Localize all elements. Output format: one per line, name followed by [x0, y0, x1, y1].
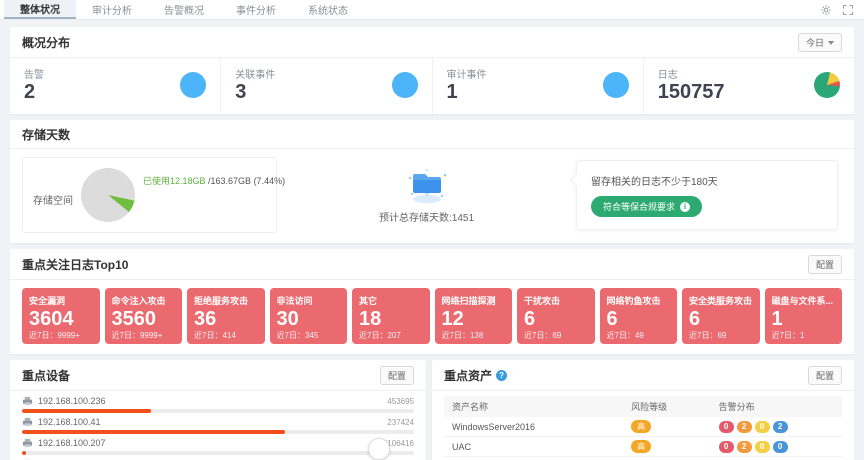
stat-value: 3	[235, 81, 275, 104]
device-list: 192.168.100.236 453695 192.168.100.41 23…	[10, 391, 426, 460]
alert-distribution-badges: 0 2 0 2	[719, 421, 834, 433]
log-card-service-attack[interactable]: 安全类服务攻击 6 近7日：69	[682, 288, 760, 344]
storage-title: 存储天数	[22, 126, 70, 143]
stat-value: 1	[447, 81, 487, 104]
overview-section: 概况分布 今日 告警 2 关联事件 3	[10, 27, 854, 114]
tab-audit-analysis[interactable]: 审计分析	[76, 0, 148, 19]
top-tab-bar: 整体状况 审计分析 告警概况 事件分析 系统状态	[0, 0, 864, 20]
period-dropdown-label: 今日	[806, 36, 824, 49]
top10-title: 重点关注日志Top10	[22, 256, 128, 273]
top10-config-button[interactable]: 配置	[808, 255, 842, 274]
log-card-other[interactable]: 其它 18 近7日：207	[352, 288, 430, 344]
log-card-interference[interactable]: 干扰攻击 6 近7日：69	[517, 288, 595, 344]
stat-correlated-events[interactable]: 关联事件 3	[221, 58, 432, 114]
dashboard-content: 概况分布 今日 告警 2 关联事件 3	[0, 20, 864, 460]
device-row[interactable]: 192.168.100.41 237424	[22, 417, 414, 434]
storage-used-value: 已使用12.18GB	[143, 176, 206, 186]
col-alert-distribution: 告警分布	[711, 396, 842, 417]
badge-critical: 0	[719, 421, 734, 433]
asset-row[interactable]: centos-233 高 0 1 1 2	[444, 457, 842, 460]
tab-alert-overview[interactable]: 告警概况	[148, 0, 220, 19]
asset-row[interactable]: WindowsServer2016 高 0 2 0 2	[444, 417, 842, 437]
stat-audit-events[interactable]: 审计事件 1	[433, 58, 644, 114]
overview-stats-row: 告警 2 关联事件 3 审计事件 1	[10, 58, 854, 114]
devices-title: 重点设备	[22, 367, 70, 384]
storage-section: 存储天数 存储空间 已使用12.18GB /163.67GB (7.44%)	[10, 120, 854, 243]
log-card-cmd-injection[interactable]: 命令注入攻击 3560 近7日：9999+	[105, 288, 183, 344]
device-usage-bar	[22, 451, 414, 455]
storage-total-value: /163.67GB (7.44%)	[206, 176, 286, 186]
tab-system-status[interactable]: 系统状态	[292, 0, 364, 19]
storage-usage-text: 已使用12.18GB /163.67GB (7.44%)	[143, 174, 285, 187]
device-icon	[22, 417, 33, 427]
compliance-badge-label: 符合等保合规要求	[603, 200, 675, 213]
storage-space-label: 存储空间	[33, 192, 73, 207]
device-usage-bar	[22, 409, 414, 413]
storage-space-panel: 存储空间 已使用12.18GB /163.67GB (7.44%)	[22, 157, 277, 233]
log-pie-icon	[814, 72, 840, 98]
key-assets-section: 重点资产 配置 资产名称 风险等级 告警分布 WindowsServer2016	[432, 360, 854, 460]
storage-days-panel: 预计总存储天数:1451	[277, 166, 576, 224]
stat-value: 2	[24, 81, 44, 104]
badge-medium: 0	[755, 421, 770, 433]
log-card-dos-attack[interactable]: 拒绝服务攻击 36 近7日：414	[187, 288, 265, 344]
log-card-disk-file[interactable]: 磁盘与文件系... 1 近7日：1	[765, 288, 843, 344]
audit-donut-icon	[603, 72, 629, 98]
badge-high: 2	[737, 421, 752, 433]
folder-icon	[404, 166, 450, 206]
stat-value: 150757	[658, 81, 725, 104]
col-asset-name: 资产名称	[444, 396, 623, 417]
key-devices-section: 重点设备 配置 192.168.100.236 453695 192.168.1…	[10, 360, 426, 460]
asset-name: WindowsServer2016	[444, 417, 623, 437]
log-card-illegal-access[interactable]: 非法访问 30 近7日：345	[270, 288, 348, 344]
compliance-tip-text: 留存相关的日志不少于180天	[591, 173, 823, 188]
event-donut-icon	[392, 72, 418, 98]
compliance-badge-button[interactable]: 符合等保合规要求	[591, 196, 702, 217]
period-dropdown[interactable]: 今日	[798, 33, 842, 52]
storage-days-label: 预计总存储天数:1451	[379, 209, 474, 224]
info-icon	[680, 202, 690, 212]
log-card-network-scan[interactable]: 网络扫描探测 12 近7日：138	[435, 288, 513, 344]
stat-label: 日志	[658, 66, 725, 81]
gear-icon[interactable]	[820, 4, 832, 16]
stat-label: 告警	[24, 66, 44, 81]
log-card-phishing[interactable]: 网络钓鱼攻击 6 近7日：49	[600, 288, 678, 344]
stat-label: 审计事件	[447, 66, 487, 81]
chevron-down-icon	[828, 41, 834, 45]
assets-config-button[interactable]: 配置	[808, 366, 842, 385]
fullscreen-icon[interactable]	[842, 4, 854, 16]
device-row[interactable]: 192.168.100.236 453695	[22, 396, 414, 413]
stat-logs[interactable]: 日志 150757	[644, 58, 854, 114]
floating-widget[interactable]	[368, 438, 390, 460]
compliance-tip-bubble: 留存相关的日志不少于180天 符合等保合规要求	[576, 160, 838, 230]
badge-low: 2	[773, 421, 788, 433]
log-card-security-vuln[interactable]: 安全漏洞 3604 近7日：9999+	[22, 288, 100, 344]
stat-alerts[interactable]: 告警 2	[10, 58, 221, 114]
col-risk-level: 风险等级	[623, 396, 711, 417]
assets-table: 资产名称 风险等级 告警分布 WindowsServer2016 高 0 2 0…	[444, 396, 842, 460]
tab-overall-status[interactable]: 整体状况	[4, 0, 76, 19]
help-icon[interactable]	[496, 370, 507, 381]
stat-label: 关联事件	[235, 66, 275, 81]
tab-event-analysis[interactable]: 事件分析	[220, 0, 292, 19]
top10-cards-row: 安全漏洞 3604 近7日：9999+ 命令注入攻击 3560 近7日：9999…	[10, 280, 854, 354]
device-usage-bar	[22, 430, 414, 434]
top10-section: 重点关注日志Top10 配置 安全漏洞 3604 近7日：9999+ 命令注入攻…	[10, 249, 854, 354]
asset-name: centos-233	[444, 457, 623, 460]
assets-title: 重点资产	[444, 367, 492, 384]
storage-usage-pie-chart	[81, 168, 135, 222]
device-icon	[22, 459, 33, 460]
devices-config-button[interactable]: 配置	[380, 366, 414, 385]
alert-donut-icon	[180, 72, 206, 98]
risk-badge: 高	[631, 420, 651, 433]
overview-title: 概况分布	[22, 34, 70, 51]
device-row[interactable]: 192.168.100.235 2157921	[22, 459, 414, 460]
device-icon	[22, 396, 33, 406]
